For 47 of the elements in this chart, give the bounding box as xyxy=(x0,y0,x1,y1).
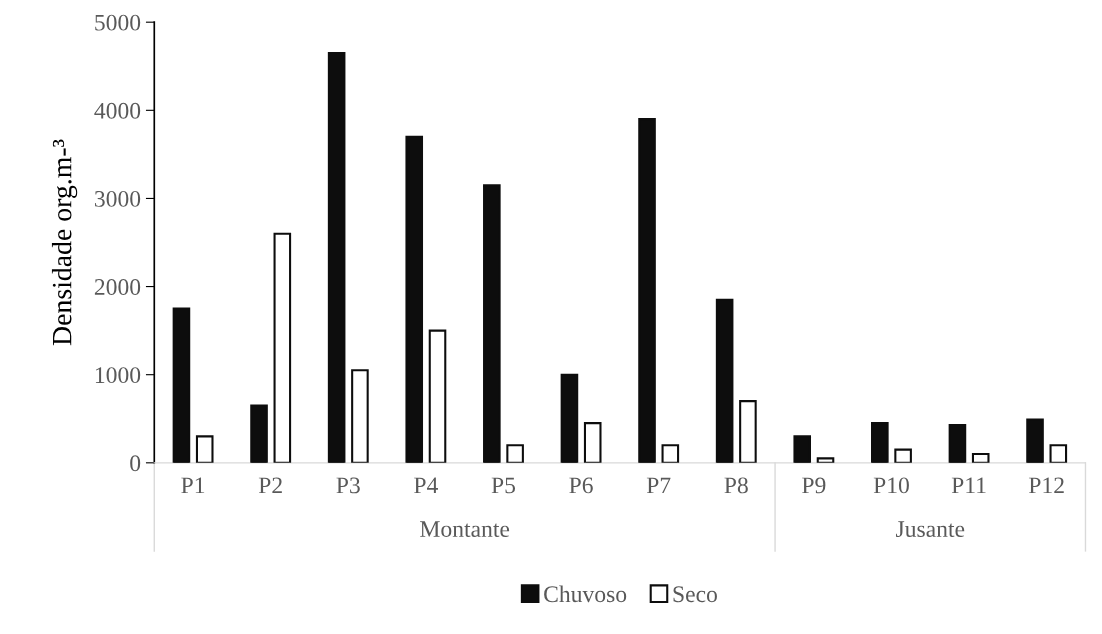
bar xyxy=(583,422,602,463)
bar xyxy=(483,184,501,463)
bar xyxy=(351,369,369,463)
y-tick-label: 1000 xyxy=(95,367,141,384)
bar xyxy=(816,457,835,463)
bar xyxy=(793,435,812,463)
y-tick-label: 5000 xyxy=(95,14,141,31)
text: Jusante xyxy=(896,521,965,538)
bar xyxy=(638,118,656,463)
bar xyxy=(506,444,524,463)
x-tick-label: P12 xyxy=(1028,477,1064,494)
bar xyxy=(428,329,447,463)
bar xyxy=(661,444,680,463)
text: Montante xyxy=(420,521,510,538)
bar xyxy=(1026,418,1044,463)
x-tick-label: P3 xyxy=(336,477,360,494)
bar xyxy=(195,435,214,463)
bar xyxy=(405,135,424,463)
y-tick-label: 3000 xyxy=(94,190,141,207)
bar xyxy=(250,404,268,463)
bar xyxy=(273,232,292,463)
x-tick-label: P1 xyxy=(181,477,205,494)
bar xyxy=(871,422,889,463)
bar xyxy=(1049,444,1068,463)
x-tick-label: P6 xyxy=(569,477,593,494)
bar xyxy=(894,448,912,463)
x-tick-label: P5 xyxy=(491,477,516,494)
bar xyxy=(327,51,346,463)
x-tick-label: P11 xyxy=(951,477,986,494)
x-tick-label: P7 xyxy=(646,477,671,494)
y-axis-title: Densidade org.m-³ xyxy=(51,139,78,346)
legend-label: Chuvoso xyxy=(544,585,627,603)
x-tick-label: P10 xyxy=(873,477,909,494)
bar xyxy=(715,298,734,463)
bar xyxy=(739,400,757,463)
x-tick-label: P4 xyxy=(414,477,438,494)
legend-label: Seco xyxy=(673,586,717,603)
x-tick-label: P8 xyxy=(724,477,748,494)
bar xyxy=(560,373,579,463)
y-tick-label: 4000 xyxy=(94,102,141,119)
y-tick-label: 0 xyxy=(130,455,141,472)
bar xyxy=(971,452,990,463)
x-tick-label: P2 xyxy=(258,477,282,494)
bar xyxy=(948,423,967,463)
y-tick-label: 2000 xyxy=(94,279,141,295)
x-tick-label: P9 xyxy=(802,477,826,494)
bar xyxy=(172,307,191,463)
